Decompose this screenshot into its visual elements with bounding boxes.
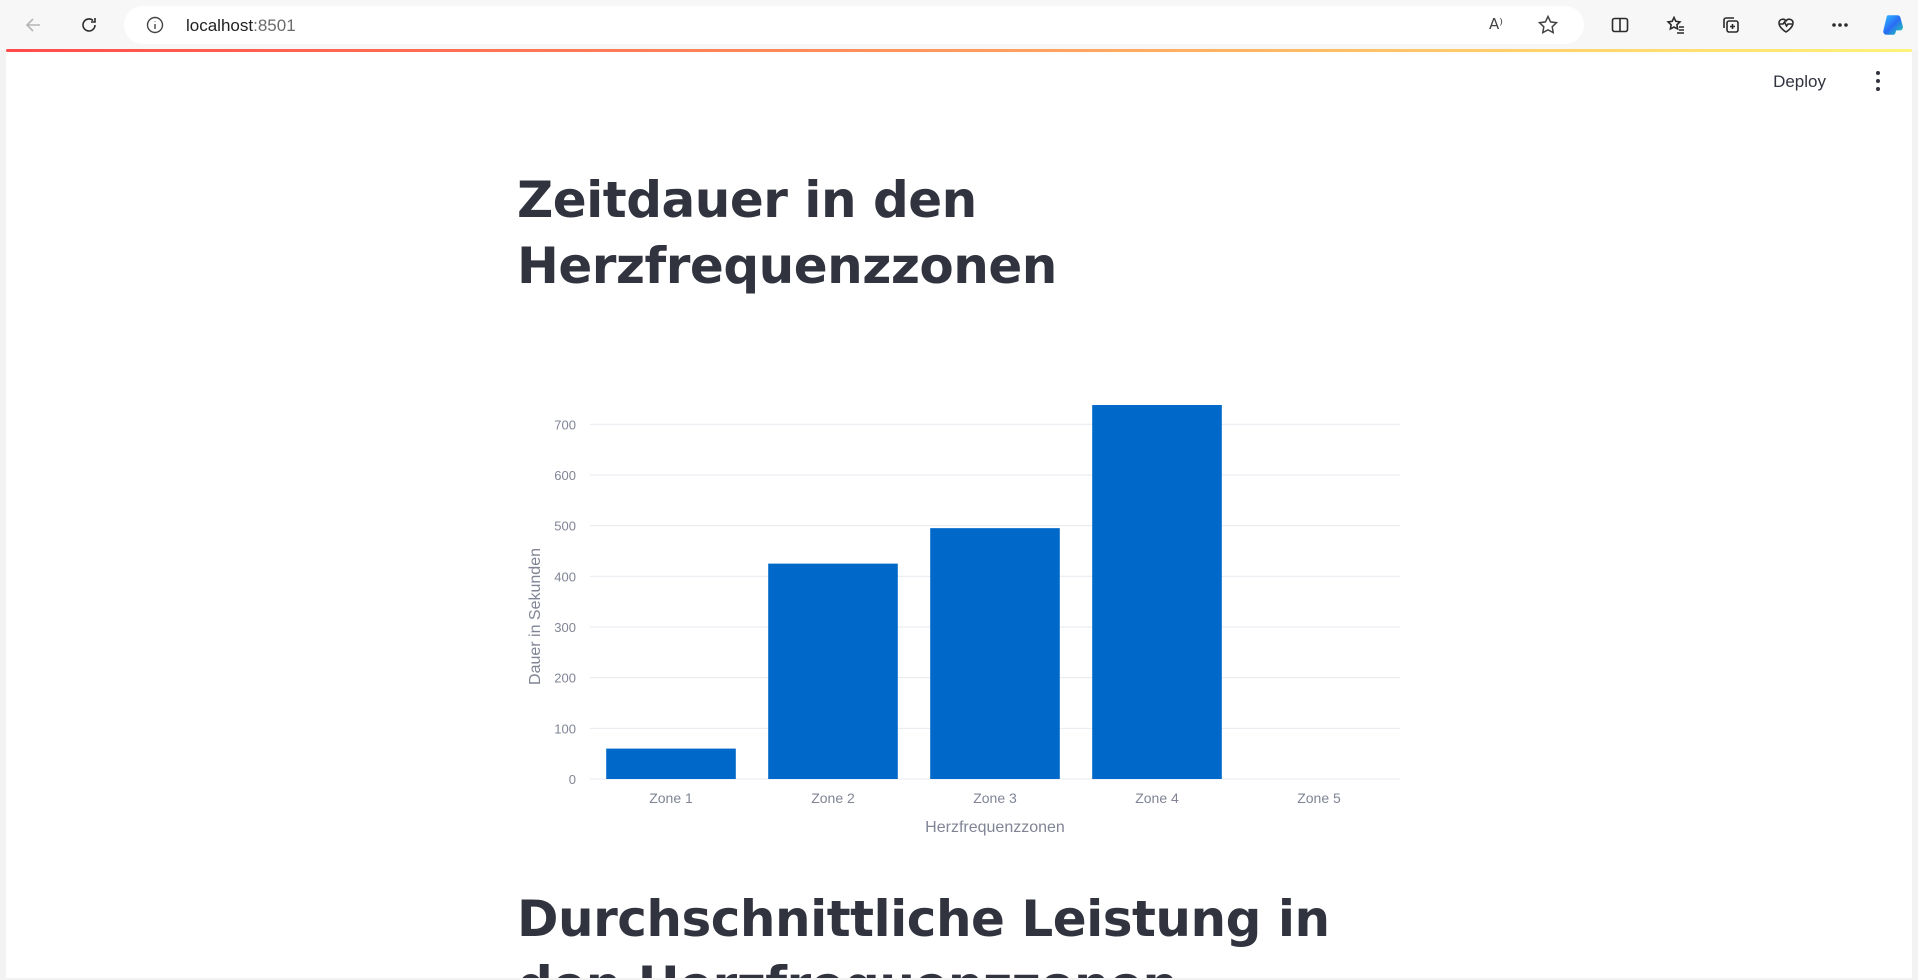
- read-aloud-icon[interactable]: A⁾: [1488, 14, 1510, 36]
- collections-icon: [1723, 17, 1739, 33]
- browser-essentials-button[interactable]: [1770, 9, 1802, 41]
- bar: [930, 528, 1060, 779]
- x-tick-label: Zone 5: [1297, 790, 1341, 806]
- chart-svg: 0 100 200 300 400 500 600 700 Zone 1 Zone 2 Zone 3…: [527, 405, 1400, 836]
- favorites-button[interactable]: [1660, 9, 1692, 41]
- y-axis-title: Dauer in Sekunden: [527, 548, 544, 685]
- reload-icon: [82, 18, 96, 32]
- copilot-icon: [1883, 15, 1903, 35]
- section-title: Durchschnittliche Leistung in den Herzfr…: [517, 890, 1330, 978]
- copilot-button[interactable]: [1877, 9, 1909, 41]
- y-tick-label: 200: [554, 671, 576, 686]
- bar: [1092, 405, 1222, 779]
- kebab-dot: [1876, 87, 1880, 91]
- duration-bar-chart: 0 100 200 300 400 500 600 700 Zone 1 Zone 2 Zone 3…: [512, 382, 1412, 852]
- reload-button[interactable]: [73, 9, 105, 41]
- url-host: localhost: [186, 16, 254, 35]
- split-screen-button[interactable]: [1604, 9, 1636, 41]
- y-tick-label: 600: [554, 468, 576, 483]
- read-aloud-label: A⁾: [1489, 15, 1503, 33]
- site-info-icon[interactable]: [146, 16, 164, 34]
- x-tick-label: Zone 1: [649, 790, 693, 806]
- deploy-button[interactable]: Deploy: [1773, 72, 1826, 91]
- x-tick-label: Zone 2: [811, 790, 855, 806]
- y-tick-label: 500: [554, 519, 576, 534]
- more-button[interactable]: [1824, 9, 1856, 41]
- y-tick-label: 400: [554, 569, 576, 584]
- page-title: Zeitdauer in den Herzfrequenzzonen: [517, 171, 1057, 295]
- y-tick-label: 700: [554, 417, 576, 432]
- browser-toolbar: localhost:8501 A⁾: [0, 0, 1918, 50]
- bar: [606, 748, 736, 779]
- more-horizontal-icon: [1832, 23, 1848, 27]
- y-tick-label: 100: [554, 721, 576, 736]
- url-text[interactable]: localhost:8501: [186, 16, 296, 36]
- kebab-dot: [1876, 71, 1880, 75]
- status-decoration-bar: [6, 49, 1912, 52]
- bar: [768, 563, 898, 779]
- address-bar[interactable]: localhost:8501 A⁾: [124, 6, 1584, 44]
- y-tick-label: 300: [554, 620, 576, 635]
- favorites-list-icon: [1666, 15, 1684, 34]
- x-tick-label: Zone 4: [1135, 790, 1179, 806]
- y-tick-label: 0: [569, 772, 576, 787]
- url-port: :8501: [253, 16, 296, 35]
- heart-pulse-icon: [1778, 18, 1794, 33]
- arrow-left-icon: [25, 18, 40, 32]
- x-axis-title: Herzfrequenzzonen: [925, 819, 1065, 836]
- main-menu-button[interactable]: [1868, 68, 1888, 94]
- split-screen-icon: [1611, 17, 1629, 33]
- app-page: Deploy Zeitdauer in den Herzfrequenzzone…: [6, 52, 1912, 978]
- kebab-dot: [1876, 79, 1880, 83]
- x-tick-label: Zone 3: [973, 790, 1017, 806]
- back-button[interactable]: [18, 9, 50, 41]
- favorite-star-icon[interactable]: [1537, 14, 1559, 36]
- collections-button[interactable]: [1715, 9, 1747, 41]
